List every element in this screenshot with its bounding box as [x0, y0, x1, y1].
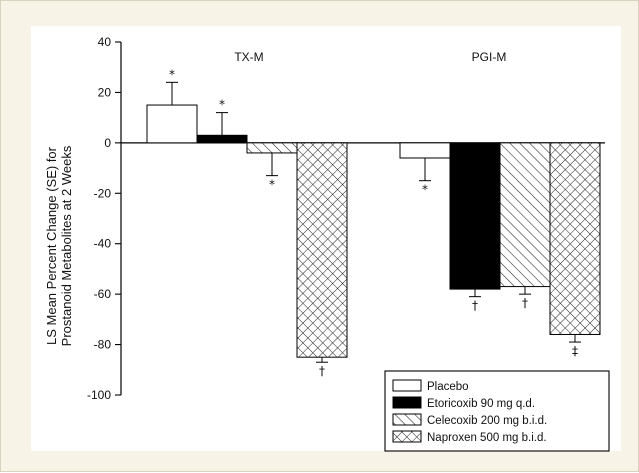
y-tick-label: -20 — [94, 186, 112, 200]
y-tick-label: -100 — [87, 388, 111, 402]
bar — [449, 142, 501, 290]
y-axis-label-line1: LS Mean Percent Change (SE) for — [44, 146, 59, 345]
significance-marker: * — [422, 183, 428, 197]
significance-marker: † — [522, 296, 528, 310]
legend-label: Naproxen 500 mg b.i.d. — [427, 432, 547, 444]
y-tick-label: 40 — [98, 35, 112, 49]
bar — [246, 142, 298, 154]
legend-box — [384, 370, 610, 452]
bar — [399, 142, 451, 159]
bar — [196, 134, 248, 144]
legend-swatch — [392, 396, 422, 409]
y-axis-label-line2: Prostanoid Metabolites at 2 Weeks — [59, 145, 74, 346]
y-tick-label: -80 — [94, 338, 112, 352]
legend: Placebo Etoricoxib 90 mg q.d. Celecoxib 20… — [384, 370, 610, 452]
legend-swatch — [392, 379, 422, 392]
significance-marker: ‡ — [572, 344, 578, 358]
bar — [146, 104, 198, 144]
legend-label: Etoricoxib 90 mg q.d. — [427, 398, 535, 410]
bar — [296, 142, 348, 358]
significance-marker: * — [269, 178, 275, 192]
significance-marker: * — [219, 98, 225, 112]
legend-label: Celecoxib 200 mg b.i.d. — [427, 415, 547, 427]
bar — [499, 142, 551, 288]
legend-swatch — [392, 430, 422, 443]
y-tick-label: -60 — [94, 287, 112, 301]
significance-marker: † — [319, 364, 325, 378]
y-tick-label: 20 — [98, 85, 112, 99]
legend-label: Placebo — [427, 381, 469, 393]
significance-marker: * — [169, 67, 175, 81]
group-label: PGI-M — [472, 50, 507, 64]
legend-swatch — [392, 413, 422, 426]
group-label: TX-M — [234, 50, 263, 64]
bars: * * * † * † † ‡ — [146, 67, 601, 378]
significance-marker: † — [472, 299, 478, 313]
y-tick-label: 0 — [104, 136, 111, 150]
y-tick-label: -40 — [94, 237, 112, 251]
group-labels: TX-M PGI-M — [234, 50, 506, 64]
bar — [549, 142, 601, 335]
